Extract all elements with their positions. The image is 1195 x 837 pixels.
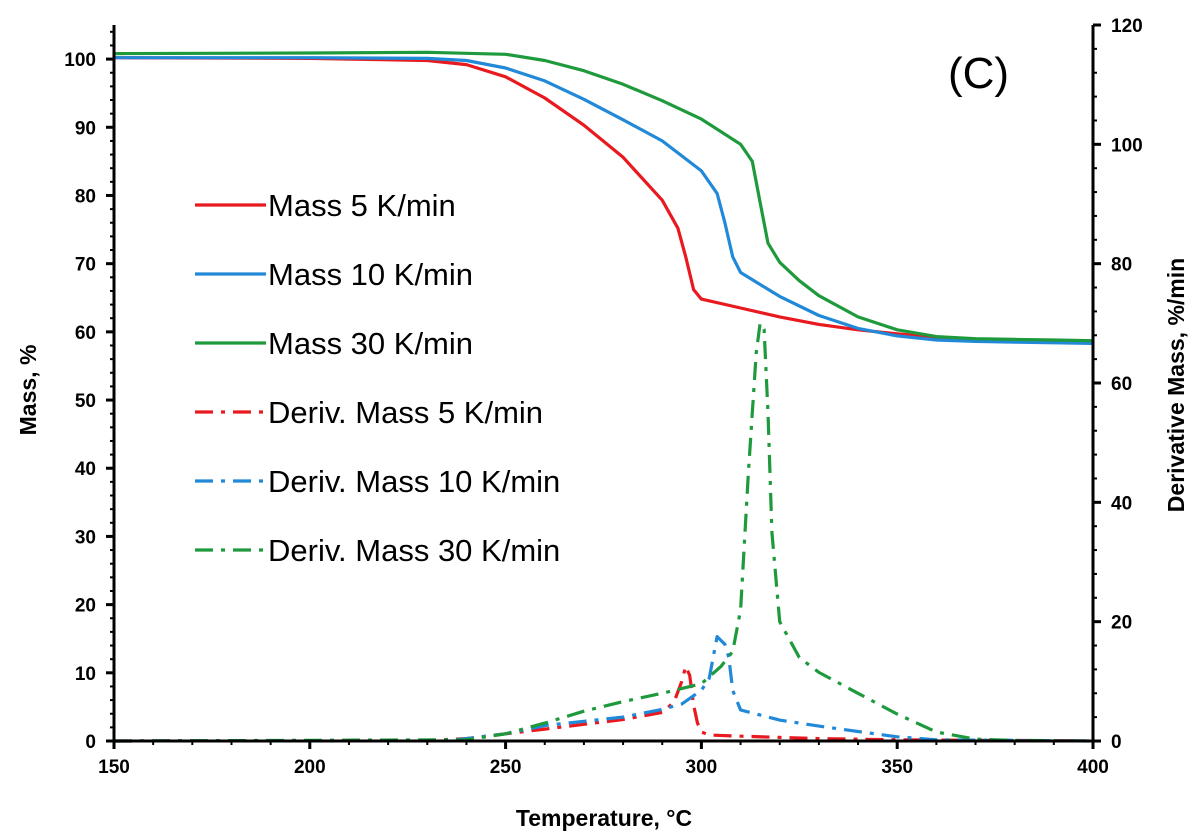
legend-label-4: Deriv. Mass 5 K/min [268,395,543,430]
series-line-2 [114,56,1094,345]
tick-layer: 150 200 250 300 350 4000102030405060708090100… [64,16,1142,778]
y-left-tick-label-9: 80 [75,186,96,207]
y-left-tick-label-5: 40 [75,459,96,480]
x-tick-label-2: 200 [294,757,326,778]
x-tick-label-4: 300 [686,757,718,778]
axes-layer [112,25,1095,743]
x-axis-title: Temperature, °C [516,805,692,831]
y-left-tick-label-3: 20 [75,596,96,617]
legend: Mass 5 K/min Mass 10 K/min Mass 30 K/min De… [195,188,560,568]
legend-label-6: Deriv. Mass 30 K/min [268,533,560,568]
y-right-tick-label-2: 20 [1111,613,1132,634]
y-axis-right-title: Derivative Mass, %/min [1163,258,1189,512]
y-right-tick-label-5: 80 [1111,255,1132,276]
x-tick-label-6: 400 [1077,757,1109,778]
y-right-tick-label-7: 120 [1111,16,1143,37]
x-tick-label-5: 350 [881,757,913,778]
legend-label-1: Mass 5 K/min [268,188,456,223]
x-tick-label-1: 150 [98,757,130,778]
y-left-tick-label-10: 90 [75,118,96,139]
y-axis-left-title: Mass, % [15,345,41,436]
series-line-3 [113,50,1094,343]
x-tick-label-3: 250 [490,757,522,778]
y-left-tick-label-6: 50 [75,391,96,412]
legend-label-3: Mass 30 K/min [268,326,473,361]
y-left-tick-label-1: 0 [85,732,96,753]
y-left-tick-label-7: 60 [75,323,96,344]
y-left-tick-label-4: 30 [75,527,96,548]
panel-label: (C) [948,49,1009,98]
y-right-tick-label-4: 60 [1111,374,1132,395]
y-left-tick-label-8: 70 [75,255,96,276]
series-line-5 [113,634,1094,743]
series-line-1 [113,56,1094,344]
legend-label-2: Mass 10 K/min [268,257,473,292]
series-line-4 [113,664,1094,743]
y-right-tick-label-1: 0 [1111,732,1122,753]
series-line-6 [113,321,1094,743]
legend-label-5: Deriv. Mass 10 K/min [268,464,560,499]
y-right-tick-label-3: 40 [1111,493,1132,514]
y-right-tick-label-6: 100 [1111,135,1143,156]
y-left-tick-label-11: 100 [64,50,96,71]
series-layer [113,50,1094,743]
y-left-tick-label-2: 10 [75,664,96,685]
